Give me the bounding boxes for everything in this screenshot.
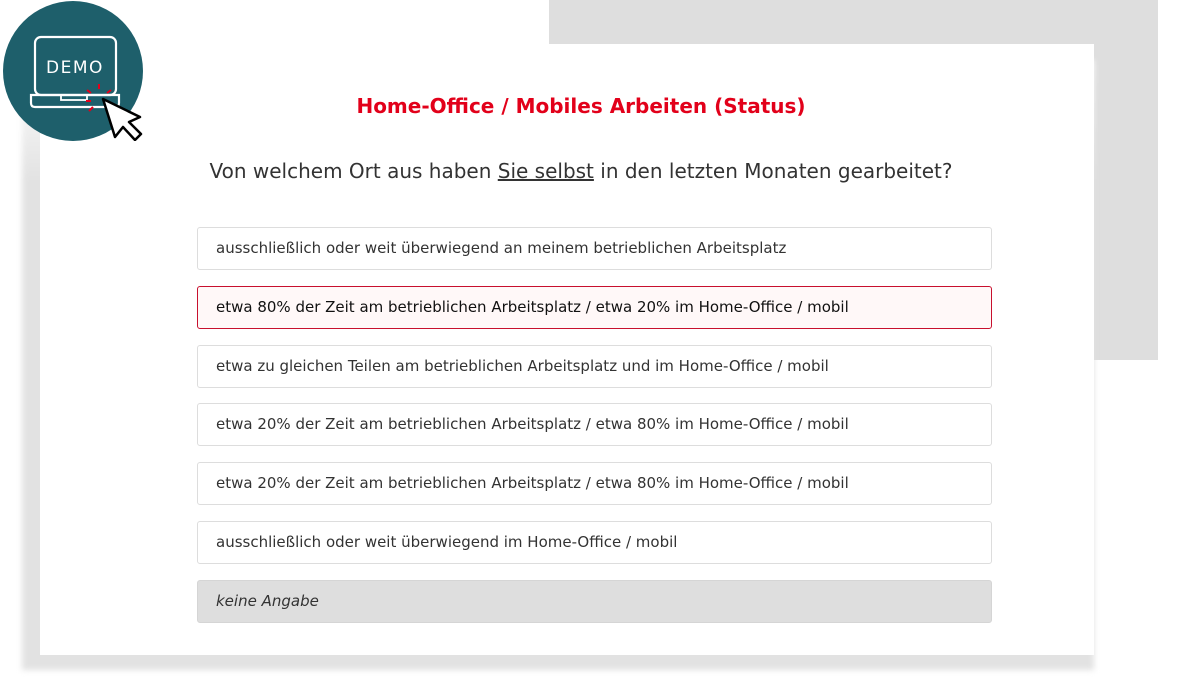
answer-option[interactable]: etwa 20% der Zeit am betrieblichen Arbei… <box>197 403 992 446</box>
question-emphasis: Sie selbst <box>497 159 594 183</box>
demo-label: DEMO <box>46 58 104 78</box>
answer-option[interactable]: ausschließlich oder weit überwiegend im … <box>197 521 992 564</box>
answer-option[interactable]: etwa 20% der Zeit am betrieblichen Arbei… <box>197 462 992 505</box>
demo-badge: DEMO <box>3 1 143 141</box>
answer-option-selected[interactable]: etwa 80% der Zeit am betrieblichen Arbei… <box>197 286 992 329</box>
question-text: Von welchem Ort aus haben Sie selbst in … <box>209 159 953 183</box>
no-answer-option[interactable]: keine Angabe <box>197 580 992 623</box>
answer-option[interactable]: etwa zu gleichen Teilen am betrieblichen… <box>197 345 992 388</box>
page-title: Home-Office / Mobiles Arbeiten (Status) <box>356 94 806 118</box>
cursor-icon <box>86 84 112 112</box>
answer-option[interactable]: ausschließlich oder weit überwiegend an … <box>197 227 992 270</box>
